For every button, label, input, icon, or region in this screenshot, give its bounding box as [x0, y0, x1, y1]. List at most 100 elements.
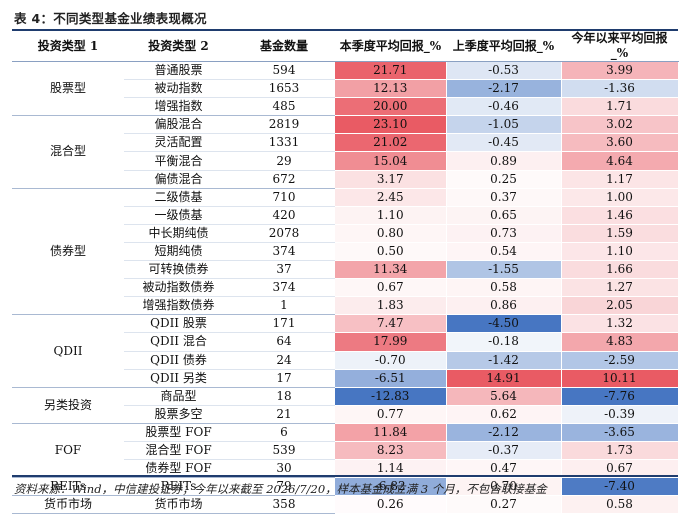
table-row: 股票多空 21 0.77 0.62 -0.39: [12, 405, 679, 424]
fund-count-cell: 672: [233, 170, 335, 189]
last-quarter-return-cell: 0.58: [446, 278, 562, 298]
table-row: QDII QDII 股票 171 7.47 -4.50 1.32: [12, 314, 679, 388]
quarter-return-cell: 11.34: [335, 260, 447, 280]
ytd-return-cell: 1.27: [561, 278, 679, 298]
fund-count-cell: 37: [233, 260, 335, 280]
quarter-return-cell: 1.10: [335, 206, 447, 225]
last-quarter-return-cell: 0.65: [446, 206, 562, 225]
fund-count-cell: 2078: [233, 224, 335, 243]
fund-count-cell: 6: [233, 423, 335, 442]
sub-type-cell: 可转换债券: [124, 260, 233, 280]
table-bottom-rule: [12, 475, 678, 477]
sub-type-cell: 债券型 FOF: [124, 459, 233, 479]
table-row: 债券型 FOF 30 1.14 0.47 0.67: [12, 459, 679, 479]
quarter-return-cell: 1.83: [335, 296, 447, 316]
group-label: 混合型: [12, 115, 124, 189]
table-row: 另类投资 商品型 18 -12.83 5.64 -7.76: [12, 387, 679, 424]
fund-performance-table: 投资类型 1 投资类型 2 基金数量 本季度平均回报_% 上季度平均回报_% 今…: [12, 31, 679, 515]
ytd-return-cell: 3.99: [561, 61, 679, 81]
ytd-return-cell: 0.67: [561, 459, 679, 479]
table-row: 被动指数债券 374 0.67 0.58 1.27: [12, 278, 679, 298]
table-row: 货币市场 货币市场 358 0.26 0.27 0.58: [12, 495, 679, 515]
quarter-return-cell: 17.99: [335, 332, 447, 352]
quarter-return-cell: 23.10: [335, 115, 447, 135]
last-quarter-return-cell: 0.62: [446, 405, 562, 424]
table-row: 被动指数 1653 12.13 -2.17 -1.36: [12, 79, 679, 99]
ytd-return-cell: 1.66: [561, 260, 679, 280]
quarter-return-cell: 0.50: [335, 242, 447, 262]
fund-count-cell: 1653: [233, 79, 335, 99]
quarter-return-cell: 1.14: [335, 459, 447, 479]
sub-type-cell: QDII 债券: [124, 351, 233, 370]
table-row: 混合型 FOF 539 8.23 -0.37 1.73: [12, 441, 679, 461]
sub-type-cell: 偏债混合: [124, 170, 233, 189]
group-label: 另类投资: [12, 387, 124, 424]
sub-type-cell: 股票型 FOF: [124, 423, 233, 442]
sub-type-cell: QDII 另类: [124, 369, 233, 388]
ytd-return-cell: -3.65: [561, 423, 679, 442]
fund-count-cell: 171: [233, 314, 335, 334]
quarter-return-cell: 12.13: [335, 79, 447, 99]
table-row: 偏债混合 672 3.17 0.25 1.17: [12, 170, 679, 189]
last-quarter-return-cell: -1.05: [446, 115, 562, 135]
fund-count-cell: 64: [233, 332, 335, 352]
table-row: 中长期纯债 2078 0.80 0.73 1.59: [12, 224, 679, 243]
ytd-return-cell: 3.60: [561, 133, 679, 153]
ytd-return-cell: -7.76: [561, 387, 679, 406]
table-row: 可转换债券 37 11.34 -1.55 1.66: [12, 260, 679, 280]
ytd-return-cell: -1.36: [561, 79, 679, 99]
ytd-return-cell: 1.00: [561, 188, 679, 207]
ytd-return-cell: -0.39: [561, 405, 679, 424]
ytd-return-cell: 10.11: [561, 369, 679, 388]
table-row: 债券型 二级债基 710 2.45 0.37 1.00: [12, 188, 679, 316]
table-row: 混合型 偏股混合 2819 23.10 -1.05 3.02: [12, 115, 679, 189]
fund-count-cell: 594: [233, 61, 335, 81]
table-row: 平衡混合 29 15.04 0.89 4.64: [12, 151, 679, 171]
sub-type-cell: REITs: [124, 477, 233, 497]
quarter-return-cell: 11.84: [335, 423, 447, 442]
quarter-return-cell: 7.47: [335, 314, 447, 334]
quarter-return-cell: -6.82: [335, 477, 447, 497]
quarter-return-cell: 0.26: [335, 495, 447, 515]
last-quarter-return-cell: 14.91: [446, 369, 562, 388]
quarter-return-cell: 15.04: [335, 151, 447, 171]
table-row: 增强指数债券 1 1.83 0.86 2.05: [12, 296, 679, 316]
fund-count-cell: 358: [233, 495, 335, 515]
sub-type-cell: 混合型 FOF: [124, 441, 233, 461]
sub-type-cell: 被动指数: [124, 79, 233, 99]
ytd-return-cell: 1.32: [561, 314, 679, 334]
table-row: FOF 股票型 FOF 6 11.84 -2.12 -3.65: [12, 423, 679, 479]
table-row: QDII 混合 64 17.99 -0.18 4.83: [12, 332, 679, 352]
sub-type-cell: 平衡混合: [124, 151, 233, 171]
sub-type-cell: QDII 混合: [124, 332, 233, 352]
fund-count-cell: 539: [233, 441, 335, 461]
fund-count-cell: 485: [233, 97, 335, 117]
last-quarter-return-cell: -1.55: [446, 260, 562, 280]
ytd-return-cell: 3.02: [561, 115, 679, 135]
last-quarter-return-cell: -0.37: [446, 441, 562, 461]
table-row: QDII 另类 17 -6.51 14.91 10.11: [12, 369, 679, 388]
quarter-return-cell: 3.17: [335, 170, 447, 189]
fund-count-cell: 2819: [233, 115, 335, 135]
ytd-return-cell: 1.46: [561, 206, 679, 225]
col-header-count: 基金数量: [233, 31, 335, 62]
col-header-ytd-return: 今年以来平均回报_%: [561, 31, 678, 62]
last-quarter-return-cell: -1.42: [446, 351, 562, 370]
table-row: 增强指数 485 20.00 -0.46 1.71: [12, 97, 679, 117]
sub-type-cell: 二级债基: [124, 188, 233, 207]
sub-type-cell: 中长期纯债: [124, 224, 233, 243]
fund-count-cell: 79: [233, 477, 335, 497]
fund-count-cell: 17: [233, 369, 335, 388]
quarter-return-cell: 20.00: [335, 97, 447, 117]
sub-type-cell: 增强指数: [124, 97, 233, 117]
last-quarter-return-cell: 0.70: [446, 477, 562, 497]
last-quarter-return-cell: 0.86: [446, 296, 562, 316]
last-quarter-return-cell: -0.46: [446, 97, 562, 117]
last-quarter-return-cell: 0.25: [446, 170, 562, 189]
fund-count-cell: 30: [233, 459, 335, 479]
col-header-type1: 投资类型 1: [12, 31, 124, 62]
sub-type-cell: 商品型: [124, 387, 233, 406]
col-header-quarter-return: 本季度平均回报_%: [335, 31, 446, 62]
sub-type-cell: 股票多空: [124, 405, 233, 424]
fund-count-cell: 24: [233, 351, 335, 370]
